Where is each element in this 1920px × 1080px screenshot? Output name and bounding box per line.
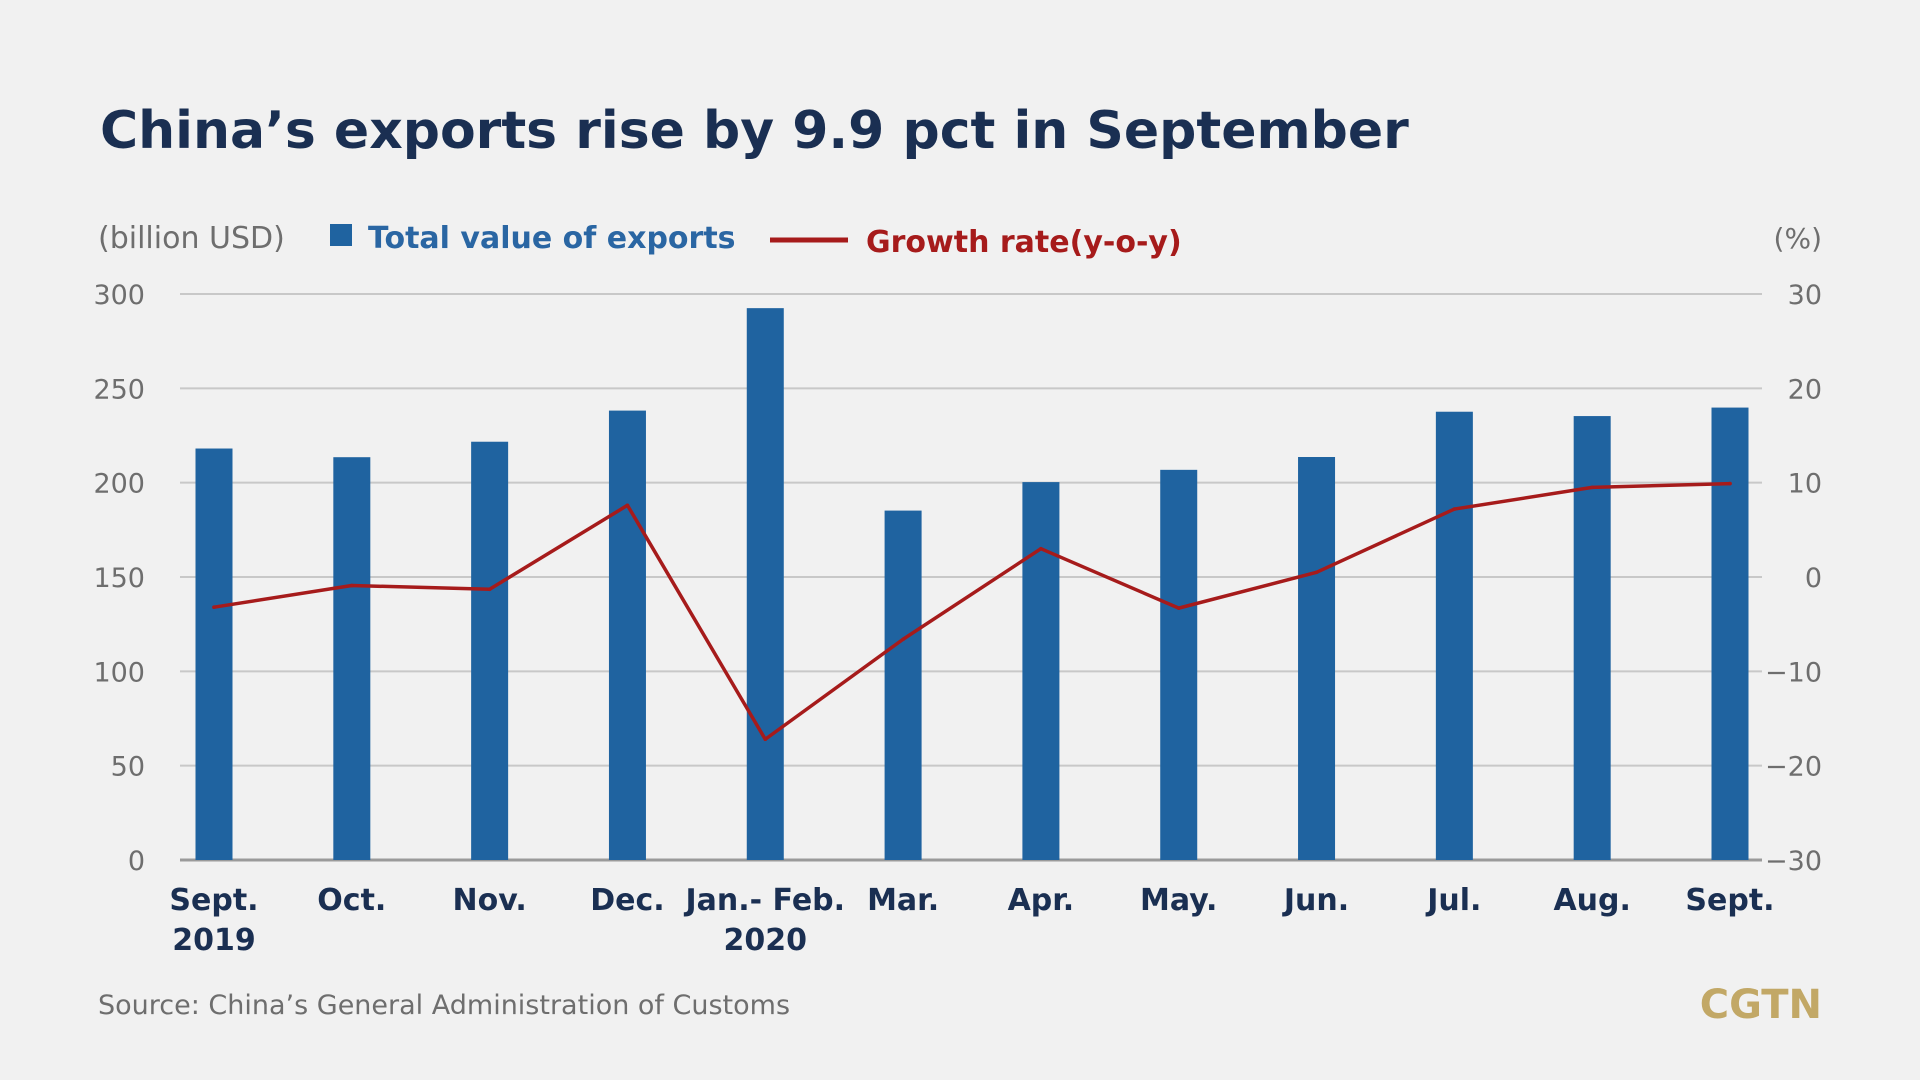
growth-rate-point xyxy=(763,737,768,742)
chart-title: China’s exports rise by 9.9 pct in Septe… xyxy=(100,101,1409,161)
left-axis-unit: (billion USD) xyxy=(98,221,285,256)
category-label: Mar. xyxy=(867,883,939,918)
growth-rate-point xyxy=(1728,481,1732,486)
left-tick-label: 50 xyxy=(111,752,145,783)
export-bar xyxy=(746,308,784,860)
category-label: Jan.- Feb. xyxy=(683,883,845,918)
growth-rate-point xyxy=(1452,507,1457,511)
growth-rate-point xyxy=(1176,606,1181,610)
growth-rate-point xyxy=(212,605,216,609)
right-tick-label: 30 xyxy=(1788,280,1822,311)
left-tick-label: 100 xyxy=(93,657,145,688)
growth-rate-point xyxy=(625,503,630,508)
category-year-label: 2019 xyxy=(172,923,256,958)
growth-rate-point xyxy=(1039,546,1043,551)
growth-rate-point xyxy=(487,587,492,592)
growth-rate-point xyxy=(350,583,354,588)
category-label: Apr. xyxy=(1008,883,1075,918)
legend-bars-swatch xyxy=(330,224,352,246)
category-labels: Sept. 2019 Oct. Nov. Dec. Jan.- Feb. 2020 Mar. A… xyxy=(169,883,1774,958)
left-tick-label: 0 xyxy=(128,846,145,877)
category-label: Dec. xyxy=(590,883,664,918)
growth-rate-point xyxy=(1590,485,1594,490)
category-label: Aug. xyxy=(1553,883,1630,918)
export-bar xyxy=(884,510,922,860)
right-tick-label: −10 xyxy=(1765,657,1822,688)
export-bar xyxy=(471,441,509,860)
right-tick-label: 20 xyxy=(1788,374,1822,405)
export-bar xyxy=(1298,457,1336,860)
right-tick-label: 10 xyxy=(1788,469,1822,500)
category-label: May. xyxy=(1140,883,1217,918)
left-tick-label: 250 xyxy=(93,374,145,405)
bar-series xyxy=(195,308,1749,860)
grid-lines xyxy=(180,293,1762,862)
category-label: Jul. xyxy=(1425,883,1481,918)
export-bar xyxy=(1022,482,1060,860)
category-year-label: 2020 xyxy=(724,923,808,958)
growth-rate-point xyxy=(901,637,905,642)
category-label: Sept. xyxy=(169,883,258,918)
right-tick-label: −30 xyxy=(1765,846,1822,877)
category-label: Jun. xyxy=(1282,883,1349,918)
export-bar xyxy=(1435,411,1473,860)
export-bar xyxy=(1573,416,1611,860)
export-bar xyxy=(1160,469,1198,860)
right-tick-label: −20 xyxy=(1765,752,1822,783)
right-tick-label: 0 xyxy=(1805,563,1822,594)
growth-rate-line xyxy=(212,481,1732,742)
export-bar xyxy=(333,457,371,860)
category-label: Sept. xyxy=(1685,883,1774,918)
source-note: Source: China’s General Administration o… xyxy=(98,990,790,1021)
category-label: Nov. xyxy=(453,883,527,918)
left-tick-label: 200 xyxy=(93,469,145,500)
legend-bars-label: Total value of exports xyxy=(368,221,736,256)
left-tick-label: 300 xyxy=(93,280,145,311)
right-axis-ticks: −30 −20 −10 0 10 20 30 xyxy=(1765,280,1822,877)
export-bar xyxy=(1711,407,1749,860)
left-tick-label: 150 xyxy=(93,563,145,594)
export-bar xyxy=(608,410,646,860)
export-bar xyxy=(195,448,233,860)
growth-rate-point xyxy=(1314,570,1319,575)
cgtn-logo: CGTN xyxy=(1700,982,1822,1028)
left-axis-ticks: 0 50 100 150 200 250 300 xyxy=(93,280,145,877)
legend-line-label: Growth rate(y-o-y) xyxy=(866,225,1182,260)
right-axis-unit: (%) xyxy=(1774,222,1822,255)
category-label: Oct. xyxy=(317,883,386,918)
line-series xyxy=(212,481,1732,742)
